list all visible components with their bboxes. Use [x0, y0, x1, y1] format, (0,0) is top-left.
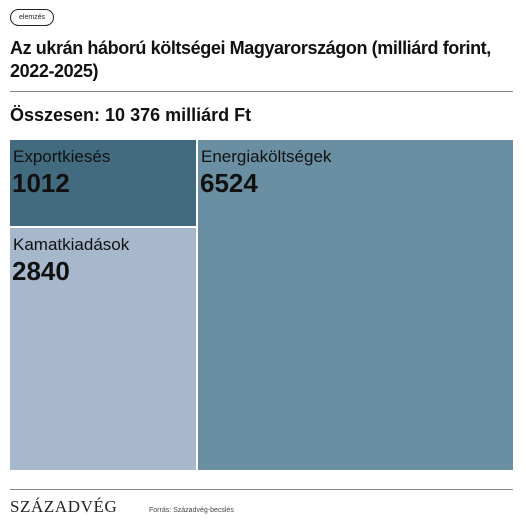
footer-divider [10, 489, 513, 490]
treemap-label-exportkieses: Exportkiesés [13, 147, 110, 166]
treemap-chart: Exportkiesés 1012 Kamatkiadások 2840 Energia… [10, 140, 513, 470]
treemap-svg: Exportkiesés 1012 Kamatkiadások 2840 Energia… [10, 140, 513, 470]
treemap-rect-exportkieses [10, 140, 196, 226]
treemap-value-exportkieses: 1012 [12, 168, 70, 198]
treemap-label-energiakoltsegek: Energiaköltségek [201, 147, 332, 166]
source-note: Forrás: Századvég-becslés [149, 507, 234, 514]
total-summary: Összesen: 10 376 milliárd Ft [10, 105, 252, 125]
treemap-rect-energiakoltsegek [198, 140, 513, 470]
treemap-value-kamatkiadasok: 2840 [12, 256, 70, 286]
title-divider [10, 91, 513, 92]
treemap-cell-energiakoltsegek: Energiaköltségek 6524 [198, 140, 513, 470]
treemap-label-kamatkiadasok: Kamatkiadások [13, 235, 130, 254]
treemap-rect-kamatkiadasok [10, 228, 196, 470]
treemap-cell-exportkieses: Exportkiesés 1012 [10, 140, 196, 226]
chart-title: Az ukrán háború költségei Magyarországon… [10, 38, 491, 81]
publisher-logo: SZÁZADVÉG [10, 497, 118, 516]
category-badge: elemzés [10, 9, 55, 26]
treemap-cell-kamatkiadasok: Kamatkiadások 2840 [10, 228, 196, 470]
treemap-value-energiakoltsegek: 6524 [200, 168, 258, 198]
